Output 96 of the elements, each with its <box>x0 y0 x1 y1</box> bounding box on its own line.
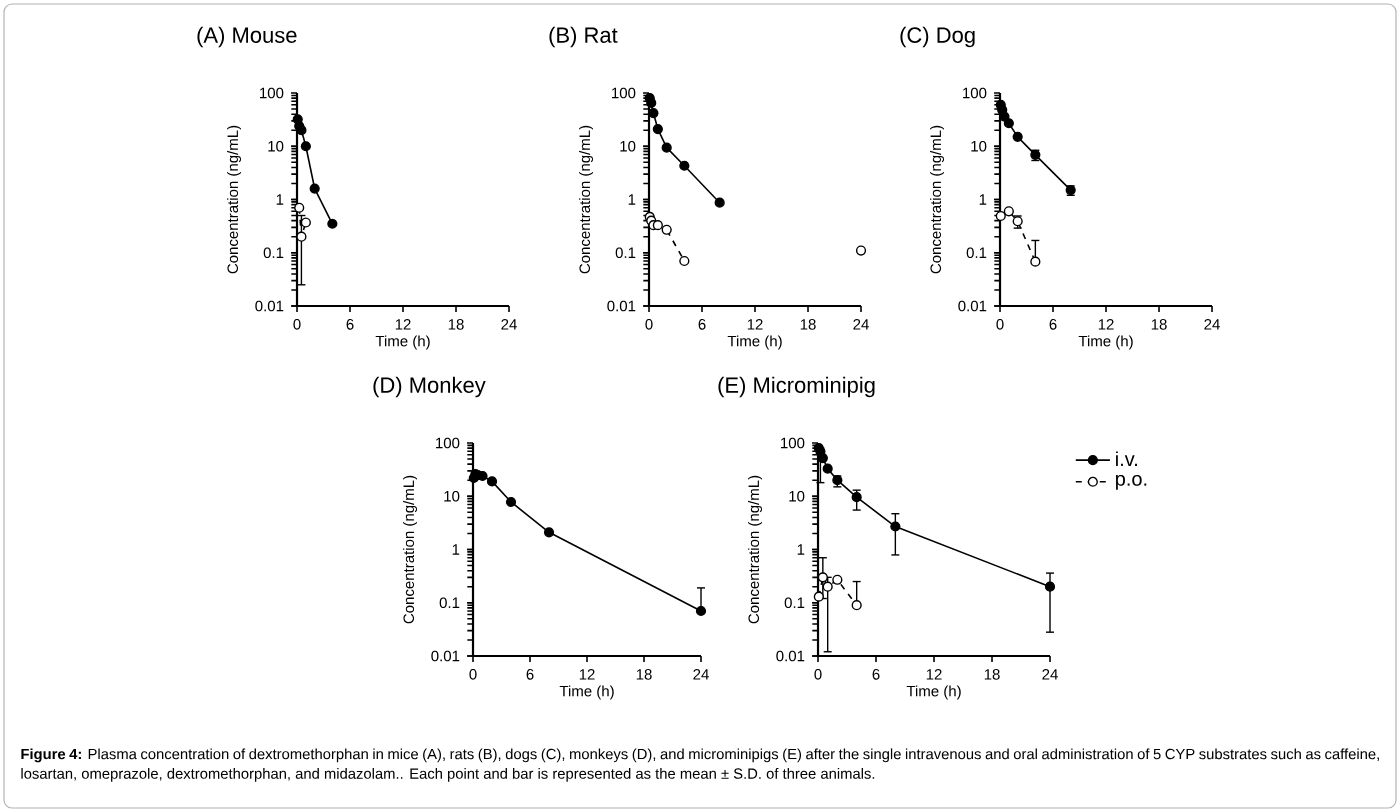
y-tick-label: 0.01 <box>776 650 805 662</box>
x-tick-label: 18 <box>448 319 464 330</box>
point <box>851 492 862 503</box>
legend-label: i.v. <box>1116 451 1137 466</box>
point <box>543 527 555 538</box>
x-tick-label: 6 <box>346 319 354 330</box>
y-tick-label: 10 <box>971 140 987 152</box>
y-axis-title: Concentration (ng/mL) <box>403 475 418 624</box>
y-tick-label: 0.1 <box>615 247 636 259</box>
x-axis-title: Time (h) <box>906 685 961 700</box>
point <box>695 605 707 617</box>
x-tick-label: 0 <box>293 319 301 330</box>
legend-label: p.o. <box>1116 474 1147 490</box>
chart-title: (D) Monkey <box>373 376 486 398</box>
y-tick-label: 1 <box>276 194 284 205</box>
point <box>714 197 725 208</box>
point <box>296 231 307 242</box>
y-tick-label: 10 <box>268 140 284 152</box>
point <box>327 218 338 229</box>
y-axis-title: Concentration (ng/mL) <box>748 475 763 624</box>
y-tick-label: 0.01 <box>607 300 636 312</box>
y-tick-label: 1 <box>628 194 636 205</box>
y-tick-label: 100 <box>436 437 460 449</box>
point <box>505 496 517 508</box>
x-tick-label: 18 <box>984 669 1000 680</box>
x-axis-title: Time (h) <box>559 685 614 700</box>
x-axis-title: Time (h) <box>1078 335 1133 350</box>
chart-title: (E) Microminipig <box>718 376 875 398</box>
chart-title: (A) Mouse <box>197 26 297 48</box>
x-tick-label: 6 <box>698 319 706 330</box>
y-tick-label: 10 <box>620 140 636 152</box>
point <box>890 521 901 532</box>
chart-title: (C) Dog <box>900 26 975 48</box>
x-tick-label: 0 <box>996 319 1004 330</box>
x-tick-label: 18 <box>636 669 652 680</box>
y-tick-label: 0.1 <box>784 597 805 609</box>
point <box>1003 118 1014 129</box>
point <box>813 591 824 602</box>
y-axis-title: Concentration (ng/mL) <box>579 125 594 274</box>
x-tick-label: 12 <box>579 669 595 680</box>
point <box>855 245 867 256</box>
x-tick-label: 6 <box>1049 319 1057 330</box>
x-tick-label: 18 <box>800 319 816 330</box>
y-tick-label: 1 <box>979 194 987 205</box>
x-tick-label: 0 <box>469 669 477 680</box>
x-tick-label: 12 <box>395 319 411 330</box>
x-tick-label: 24 <box>693 669 709 680</box>
y-tick-label: 100 <box>612 87 636 99</box>
y-tick-label: 0.1 <box>439 597 460 609</box>
point <box>661 224 672 235</box>
point <box>300 217 311 228</box>
x-tick-label: 18 <box>1151 319 1167 330</box>
y-axis-title: Concentration (ng/mL) <box>227 125 242 274</box>
x-tick-label: 12 <box>926 669 942 680</box>
y-tick-label: 0.1 <box>263 247 284 259</box>
point <box>822 463 833 474</box>
point <box>652 220 663 231</box>
point <box>1044 581 1056 592</box>
y-tick-label: 0.01 <box>431 650 460 662</box>
y-tick-label: 100 <box>963 87 987 99</box>
point <box>294 202 305 213</box>
point <box>679 160 690 171</box>
point <box>1012 131 1023 142</box>
chart-title: (B) Rat <box>549 26 618 48</box>
y-tick-label: 1 <box>797 544 805 555</box>
x-axis-title: Time (h) <box>727 335 782 350</box>
x-tick-label: 6 <box>526 669 534 680</box>
x-axis-title: Time (h) <box>375 335 430 350</box>
y-tick-label: 10 <box>444 490 460 502</box>
x-tick-label: 24 <box>853 319 869 330</box>
y-tick-label: 0.1 <box>966 247 987 259</box>
y-tick-label: 0.01 <box>255 300 284 312</box>
x-tick-label: 12 <box>747 319 763 330</box>
point <box>851 600 862 611</box>
x-tick-label: 0 <box>645 319 653 330</box>
point <box>300 141 311 152</box>
point <box>486 476 498 487</box>
y-tick-label: 0.01 <box>958 300 987 312</box>
point <box>832 574 843 585</box>
y-tick-label: 100 <box>260 87 284 99</box>
x-tick-label: 24 <box>1204 319 1220 330</box>
x-tick-label: 0 <box>814 669 822 680</box>
x-tick-label: 12 <box>1098 319 1114 330</box>
x-tick-label: 24 <box>501 319 517 330</box>
x-tick-label: 6 <box>872 669 880 680</box>
point <box>822 581 833 592</box>
point <box>661 142 672 153</box>
y-tick-label: 1 <box>452 544 460 555</box>
y-tick-label: 10 <box>789 490 805 502</box>
text: Figure 4: Plasma concentration of dextromethorphan in mice (A), rats (B), dogs (C), monkeys (D), and microminipigs (E) after the single intravenous and oral administration of 5 CYP substrates such as caffeine, losartan, omeprazole, dextromethorphan, and midazolam.. Each point and bar is represented as the mean ± S.D. of three animals. <box>21 748 1379 782</box>
y-axis-title: Concentration (ng/mL) <box>930 125 945 274</box>
point <box>309 183 320 194</box>
x-tick-label: 24 <box>1042 669 1058 680</box>
point <box>652 123 663 135</box>
y-tick-label: 100 <box>781 437 805 449</box>
point <box>679 255 690 267</box>
